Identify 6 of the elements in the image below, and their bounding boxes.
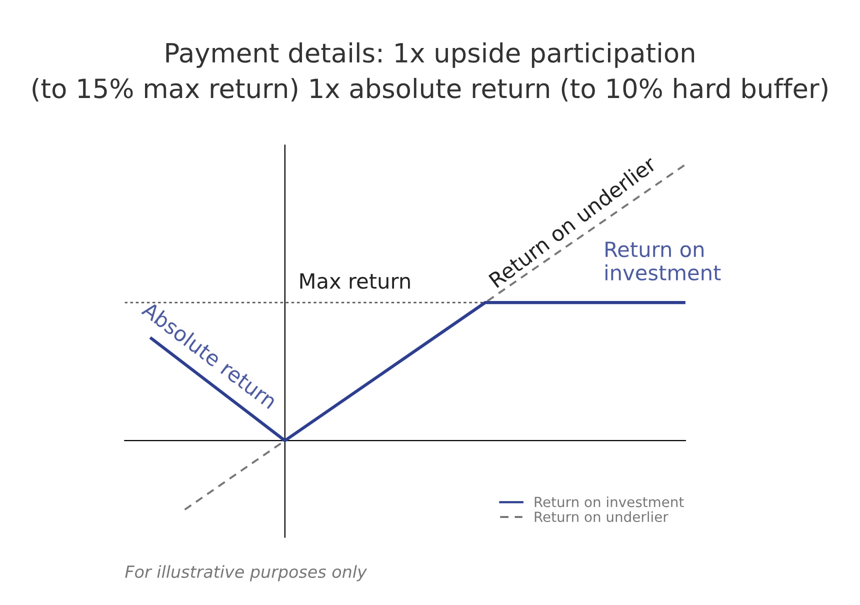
- legend-label: Return on investment: [534, 496, 684, 508]
- annotation: Return on investment: [606, 242, 721, 281]
- text: For illustrative purposes only: [125, 565, 368, 582]
- chart-title: Payment details: 1x upside participation (to 15% max return) 1x absolute return (to 10% hard buffer): [32, 42, 828, 102]
- legend-label: Return on underlier: [534, 511, 668, 522]
- ref-line-label: Max return: [300, 273, 410, 289]
